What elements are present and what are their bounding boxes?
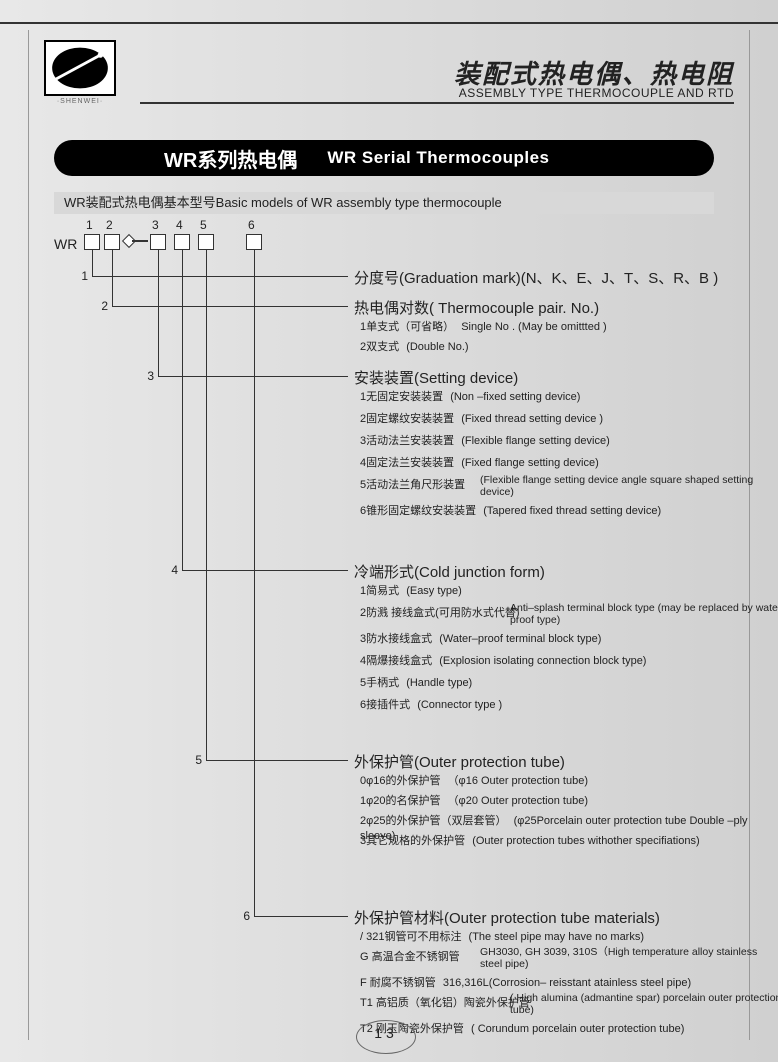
header-title-en: ASSEMBLY TYPE THERMOCOUPLE AND RTD <box>459 86 734 100</box>
item-4-5: 5手柄式 (Handle type) <box>360 676 760 691</box>
connector-v-1 <box>92 250 93 276</box>
brand-logo <box>44 40 116 96</box>
code-box-2 <box>104 234 120 250</box>
connector-v-4 <box>182 250 183 570</box>
connector-v-6 <box>254 250 255 916</box>
connector-h-6 <box>254 916 348 917</box>
connector-v-5 <box>206 250 207 760</box>
separator-dash <box>132 240 148 242</box>
index-label-6: 6 <box>236 909 250 923</box>
code-box-4 <box>174 234 190 250</box>
code-box-1 <box>84 234 100 250</box>
section-head-5: 外保护管(Outer protection tube) <box>354 751 565 772</box>
section-head-2: 热电偶对数( Thermocouple pair. No.) <box>354 297 599 318</box>
banner-cn: WR系列热电偶 <box>164 144 297 173</box>
item-3-4: 4固定法兰安装装置 (Fixed flange setting device) <box>360 456 760 471</box>
code-box-5 <box>198 234 214 250</box>
index-label-5: 5 <box>188 753 202 767</box>
item-en-6-T1: ( High alumina (admantine spar) porcelai… <box>510 992 778 1016</box>
item-6-/: / 321钢管可不用标注 (The steel pipe may have no… <box>360 930 760 945</box>
item-2-1: 1单支式（可省略） Single No . (May be omittted ) <box>360 320 760 335</box>
index-label-1: 1 <box>74 269 88 283</box>
item-3-6: 6锥形固定螺纹安装装置 (Tapered fixed thread settin… <box>360 504 760 519</box>
model-code-diagram: WR 1234561分度号(Graduation mark)(N、K、E、J、T… <box>54 220 734 960</box>
connector-h-2 <box>112 306 348 307</box>
item-3-2: 2固定螺纹安装装置 (Fixed thread setting device ) <box>360 412 760 427</box>
item-4-3: 3防水接线盒式 (Water–proof terminal block type… <box>360 632 760 647</box>
section-head-4: 冷端形式(Cold junction form) <box>354 561 545 582</box>
prefix-label: WR <box>54 236 77 252</box>
section-head-3: 安装装置(Setting device) <box>354 367 518 388</box>
code-box-3 <box>150 234 166 250</box>
item-5-0: 0φ16的外保护管 （φ16 Outer protection tube) <box>360 774 760 789</box>
item-6-F: F 耐腐不锈钢管 316,316L(Corrosion– reisstant a… <box>360 976 760 991</box>
index-label-2: 2 <box>94 299 108 313</box>
header-underline <box>140 102 734 104</box>
item-3-3: 3活动法兰安装装置 (Flexible flange setting devic… <box>360 434 760 449</box>
item-5-1: 1φ20的名保护管 （φ20 Outer protection tube) <box>360 794 760 809</box>
item-3-1: 1无固定安装装置 (Non –fixed setting device) <box>360 390 760 405</box>
item-4-6: 6接插件式 (Connector type ) <box>360 698 760 713</box>
pos-num-4: 4 <box>176 218 183 232</box>
connector-h-3 <box>158 376 348 377</box>
item-en-3-5: (Flexible flange setting device angle sq… <box>480 474 760 498</box>
page-number: 13 <box>356 1020 416 1054</box>
section-head-1: 分度号(Graduation mark)(N、K、E、J、T、S、R、B ) <box>354 267 718 288</box>
index-label-4: 4 <box>164 563 178 577</box>
pos-num-6: 6 <box>248 218 255 232</box>
item-2-2: 2双支式 (Double No.) <box>360 340 760 355</box>
sub-banner: WR装配式热电偶基本型号Basic models of WR assembly … <box>54 192 714 214</box>
index-label-3: 3 <box>140 369 154 383</box>
pos-num-3: 3 <box>152 218 159 232</box>
connector-h-5 <box>206 760 348 761</box>
pos-num-1: 1 <box>86 218 93 232</box>
connector-v-2 <box>112 250 113 306</box>
item-4-4: 4隔爆接线盒式 (Explosion isolating connection … <box>360 654 760 669</box>
pos-num-5: 5 <box>200 218 207 232</box>
brand-subtext: ·SHENWEI· <box>44 98 116 105</box>
code-box-6 <box>246 234 262 250</box>
item-6-T2: T2 刚玉陶瓷外保护管 ( Corundum porcelain outer p… <box>360 1022 760 1037</box>
pos-num-2: 2 <box>106 218 113 232</box>
page-number-text: 13 <box>374 1025 398 1041</box>
section-banner: WR系列热电偶 WR Serial Thermocouples <box>54 140 714 176</box>
top-rule <box>0 22 778 24</box>
connector-v-3 <box>158 250 159 376</box>
item-en-6-G: GH3030, GH 3039, 310S（High temperature a… <box>480 946 760 970</box>
item-5-3: 3其它规格的外保护管 (Outer protection tubes witho… <box>360 834 760 849</box>
banner-en: WR Serial Thermocouples <box>327 148 549 168</box>
item-4-1: 1简易式 (Easy type) <box>360 584 760 599</box>
section-head-6: 外保护管材料(Outer protection tube materials) <box>354 907 660 928</box>
item-en-4-2: Anti–splash terminal block type (may be … <box>510 602 778 626</box>
connector-h-1 <box>92 276 348 277</box>
